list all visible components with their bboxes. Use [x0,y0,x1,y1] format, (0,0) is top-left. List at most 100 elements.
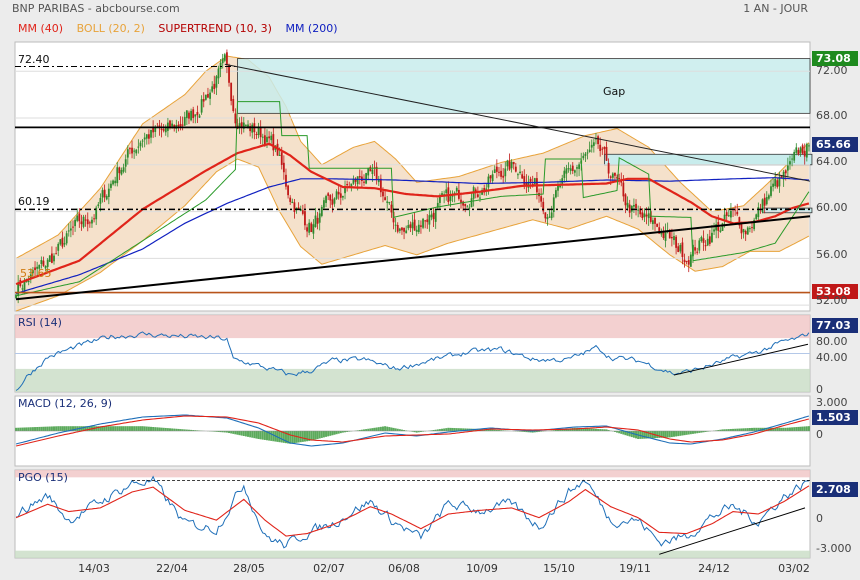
candle-body [382,191,384,197]
candle-body [266,136,268,143]
candle-body [698,240,701,251]
badge-pgo-last: 2.708 [812,482,858,497]
candle-body [367,167,370,176]
rsi-panel-title: RSI (14) [18,316,62,329]
rsi-overbought-zone [15,315,810,339]
candle-body [36,266,39,269]
candle-body [738,217,741,226]
x-tick-14-03: 14/03 [78,562,110,575]
candle-body [228,64,230,83]
candle-body [740,224,743,234]
candle-body [202,99,205,102]
candle-body [466,206,469,208]
candle-body [27,280,30,282]
candle-body [753,219,756,230]
candle-body [571,165,574,171]
candle-body [460,199,462,203]
badge-last-price: 65.66 [812,137,858,152]
candle-body [614,172,616,176]
candle-body [689,254,692,267]
candle-body [17,282,20,297]
candle-body [523,176,526,185]
candle-body [53,255,55,262]
candle-body [356,176,359,185]
gap-label: Gap [603,85,626,98]
candle-body [578,164,580,169]
chart-source-title: BNP PARIBAS - abcbourse.com [12,2,180,15]
candle-body [29,274,32,280]
candle-body [645,214,648,217]
legend-mm40: MM (40) [18,22,64,35]
candle-body [114,180,117,184]
panel-frame-3 [14,469,811,559]
candle-body [554,190,557,198]
candle-body [23,280,26,291]
candle-body [396,225,399,232]
candle-body [137,146,140,148]
mm200-line [15,177,809,295]
candle-body [767,195,770,199]
candle-body [242,122,245,129]
candle-body [512,162,515,165]
candle-body [487,176,490,188]
gap-zone [237,58,811,114]
candle-body [498,171,500,173]
candle-body [624,194,627,206]
candle-body [508,161,511,170]
y-tick-68: 68.00 [816,109,848,122]
candle-body [405,230,408,234]
candle-body [776,180,779,187]
candle-body [238,123,241,127]
legend-boll: BOLL (20, 2) [76,22,145,35]
candle-body [662,232,665,238]
candle-body [742,229,745,233]
rsi-oversold-zone [15,368,810,392]
candle-body [390,204,393,213]
candle-body [559,185,562,188]
candle-body [533,178,536,185]
candle-body [141,140,144,142]
candle-body [84,219,87,221]
candle-body [259,127,262,138]
candle-body [139,142,142,147]
pgo-oversold-zone [15,550,810,558]
candle-body [120,169,123,175]
mm40-line [15,142,810,286]
candle-body [314,215,317,227]
resistance-trendline [224,63,811,182]
candle-body [278,154,281,156]
candle-body [245,125,247,127]
candle-body [584,153,587,156]
candle-body [148,134,150,139]
candle-body [162,129,165,131]
candle-body [420,225,422,227]
rsi-trendline [673,343,809,376]
candle-body [82,216,85,227]
x-tick-28-05: 28/05 [233,562,265,575]
candle-body [124,159,127,167]
y-tick-52: 52.00 [816,294,848,307]
candle-body [550,212,553,219]
candle-body [329,195,332,201]
candle-body [755,214,758,220]
candle-body [371,169,374,175]
candle-body [531,183,534,185]
candle-body [42,260,45,266]
candle-body [611,173,614,178]
candle-body [715,224,718,231]
candle-body [164,128,167,133]
candle-body [647,213,650,219]
candle-body [21,288,24,290]
candle-body [603,146,606,149]
candle-body [489,175,492,179]
candle-body [76,215,79,221]
candle-body [107,188,110,197]
candle-body [74,219,76,227]
candle-body [185,110,188,119]
candle-body [339,193,342,198]
level-mid-label: 60.19 [18,195,50,208]
candle-body [342,195,344,198]
pgo-signal-line [15,485,810,537]
candle-body [415,229,418,232]
candle-body [135,149,138,154]
